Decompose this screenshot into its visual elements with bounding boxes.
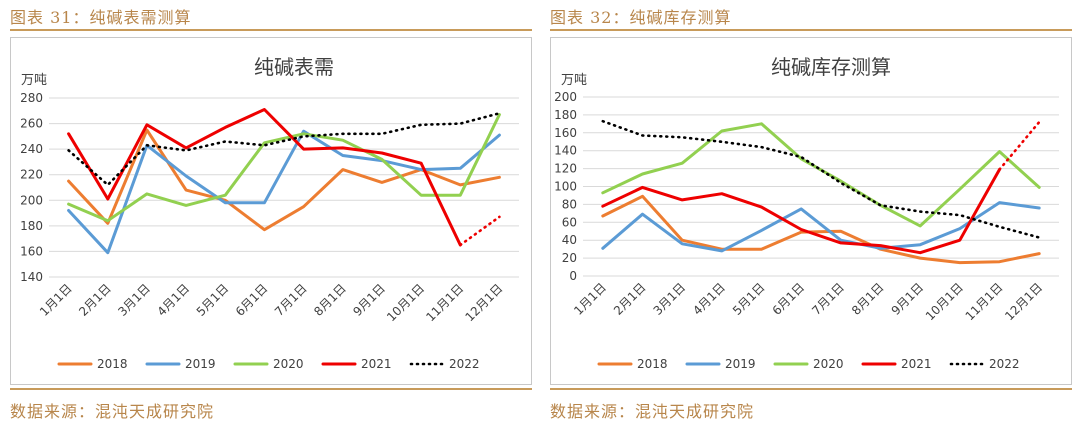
y-tick-label: 160	[554, 126, 577, 140]
x-tick-label: 2月1日	[611, 280, 649, 318]
panel-inventory: 图表 32：纯碱库存测算 纯碱库存测算万吨 0 20 40 60 80 100 120 140 1…	[540, 0, 1080, 425]
x-tick-label: 5月1日	[730, 280, 768, 318]
x-tick-label: 12月1日	[1002, 280, 1045, 323]
legend-label-2022: 2022	[449, 357, 480, 371]
title-rule	[10, 29, 532, 31]
x-tick-label: 5月1日	[194, 281, 232, 319]
x-tick-label: 4月1日	[155, 281, 193, 319]
y-tick-label: 120	[554, 162, 577, 176]
chart-frame: 纯碱库存测算 万吨 0 20 40 60 80 100 120 140 160 180 200 1月1日 2…	[550, 37, 1072, 385]
legend-label-2019: 2019	[725, 357, 756, 371]
x-tick-label: 3月1日	[115, 281, 153, 319]
series-line-2019	[601, 201, 1041, 253]
legend-label-2019: 2019	[185, 357, 216, 371]
x-tick-label: 2月1日	[76, 281, 114, 319]
figure-title: 图表 32：纯碱库存测算	[550, 8, 732, 27]
x-tick-label: 6月1日	[770, 280, 808, 318]
y-axis-unit: 万吨	[561, 73, 587, 88]
source-rule	[550, 388, 1072, 390]
series-line-2019	[67, 129, 501, 255]
source-note: 数据来源：混沌天成研究院	[10, 402, 215, 421]
series-projection-2021	[458, 215, 501, 247]
chart-frame: 纯碱表需万吨 140 160 180 200 220 240 260 280 1月1日 2月1日 3月…	[10, 37, 532, 385]
x-tick-label: 7月1日	[272, 281, 310, 319]
legend-label-2020: 2020	[813, 357, 844, 371]
x-tick-label: 11月1日	[423, 281, 466, 324]
figure-title: 图表 31：纯碱表需测算	[10, 8, 192, 27]
y-tick-label: 20	[562, 251, 577, 265]
title-rule	[550, 29, 1072, 31]
panel-demand: 图表 31：纯碱表需测算 纯碱表需万吨 140 160 180 200 220 240 260…	[10, 8, 532, 421]
series-line-2020	[601, 122, 1041, 228]
chart-title: 纯碱库存测算	[771, 55, 891, 79]
x-tick-label: 7月1日	[809, 280, 847, 318]
y-tick-label: 160	[20, 244, 43, 258]
series-line-2022	[67, 112, 501, 187]
x-tick-label: 10月1日	[384, 281, 427, 324]
x-tick-label: 3月1日	[651, 280, 689, 318]
x-tick-label: 4月1日	[690, 280, 728, 318]
legend-label-2021: 2021	[361, 357, 392, 371]
series-line-2020	[67, 113, 501, 223]
y-tick-label: 240	[20, 142, 43, 156]
y-tick-label: 220	[20, 168, 43, 182]
legend-label-2021: 2021	[901, 357, 932, 371]
x-tick-label: 9月1日	[350, 281, 388, 319]
y-tick-label: 0	[569, 269, 577, 283]
x-tick-label: 1月1日	[37, 281, 75, 319]
x-tick-label: 6月1日	[233, 281, 271, 319]
legend-label-2022: 2022	[989, 357, 1020, 371]
y-tick-label: 280	[20, 91, 43, 105]
legend-label-2020: 2020	[273, 357, 304, 371]
x-tick-label: 1月1日	[571, 280, 609, 318]
y-tick-label: 140	[554, 144, 577, 158]
series-line-2022	[601, 119, 1041, 239]
legend-label-2018: 2018	[97, 357, 128, 371]
series-line-2018	[67, 128, 501, 232]
y-axis-unit: 万吨	[21, 73, 47, 88]
x-tick-label: 8月1日	[311, 281, 349, 319]
x-tick-label: 11月1日	[963, 280, 1006, 323]
legend-label-2018: 2018	[637, 357, 668, 371]
y-tick-label: 60	[562, 215, 577, 229]
x-tick-label: 10月1日	[923, 280, 966, 323]
series-line-2021	[67, 108, 462, 247]
y-tick-label: 200	[554, 90, 577, 104]
x-tick-label: 9月1日	[889, 280, 927, 318]
y-tick-label: 180	[554, 108, 577, 122]
y-tick-label: 100	[554, 180, 577, 194]
y-tick-label: 200	[20, 193, 43, 207]
y-tick-label: 180	[20, 219, 43, 233]
y-tick-label: 40	[562, 233, 577, 247]
x-tick-label: 8月1日	[849, 280, 887, 318]
series-line-2021	[601, 168, 1001, 255]
x-tick-label: 12月1日	[462, 281, 505, 324]
series-projection-2021	[998, 120, 1041, 171]
chart-title: 纯碱表需	[254, 55, 334, 79]
source-rule	[10, 388, 532, 390]
y-tick-label: 80	[562, 197, 577, 211]
y-tick-label: 140	[20, 270, 43, 284]
y-tick-label: 260	[20, 117, 43, 131]
source-note: 数据来源：混沌天成研究院	[550, 402, 755, 421]
series-line-2018	[601, 194, 1041, 265]
